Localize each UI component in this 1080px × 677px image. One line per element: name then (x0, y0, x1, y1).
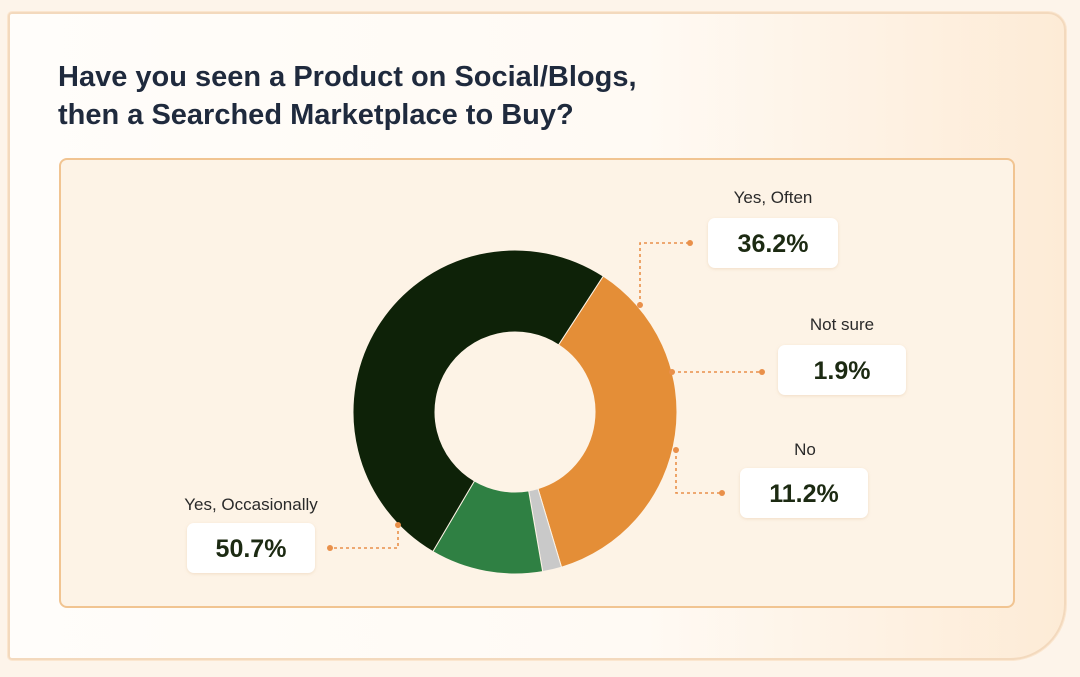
leader-dot-yes-occasionally (327, 545, 333, 551)
leader-dot-yes-often (637, 302, 643, 308)
category-label-no: No (794, 440, 816, 459)
category-label-not-sure: Not sure (810, 315, 874, 334)
value-box-no (740, 468, 868, 518)
value-label-no: 11.2% (769, 480, 839, 508)
donut-slices (352, 249, 678, 575)
leader-dot-not-sure (669, 369, 675, 375)
leader-dot-no (673, 447, 679, 453)
leader-line-no (675, 450, 722, 494)
value-box-yes-occasionally (187, 523, 315, 573)
category-label-yes-occasionally: Yes, Occasionally (184, 495, 318, 514)
leader-line-yes-often (639, 242, 690, 305)
chart-title-line-1: Have you seen a Product on Social/Blogs, (58, 61, 637, 93)
category-label-yes-often: Yes, Often (734, 188, 813, 207)
value-box-yes-often (708, 218, 838, 268)
leader-dot-no (719, 490, 725, 496)
chart-title: Have you seen a Product on Social/Blogs,… (58, 58, 818, 134)
callouts: 36.2% Yes, Often 1.9% Not sure 11.2% No 50.7% Y… (184, 188, 906, 573)
slice-yes-occasionally (352, 249, 604, 553)
slice-yes-often (537, 275, 678, 568)
leader-dot-yes-occasionally (395, 522, 401, 528)
leader-dot-not-sure (759, 369, 765, 375)
value-box-not-sure (778, 345, 906, 395)
leader-dot-yes-often (687, 240, 693, 246)
value-label-not-sure: 1.9% (814, 357, 871, 385)
value-label-yes-occasionally: 50.7% (216, 535, 287, 563)
leader-line-yes-occasionally (330, 525, 399, 549)
value-label-yes-often: 36.2% (738, 230, 809, 258)
chart-title-line-2: then a Searched Marketplace to Buy? (58, 99, 574, 131)
